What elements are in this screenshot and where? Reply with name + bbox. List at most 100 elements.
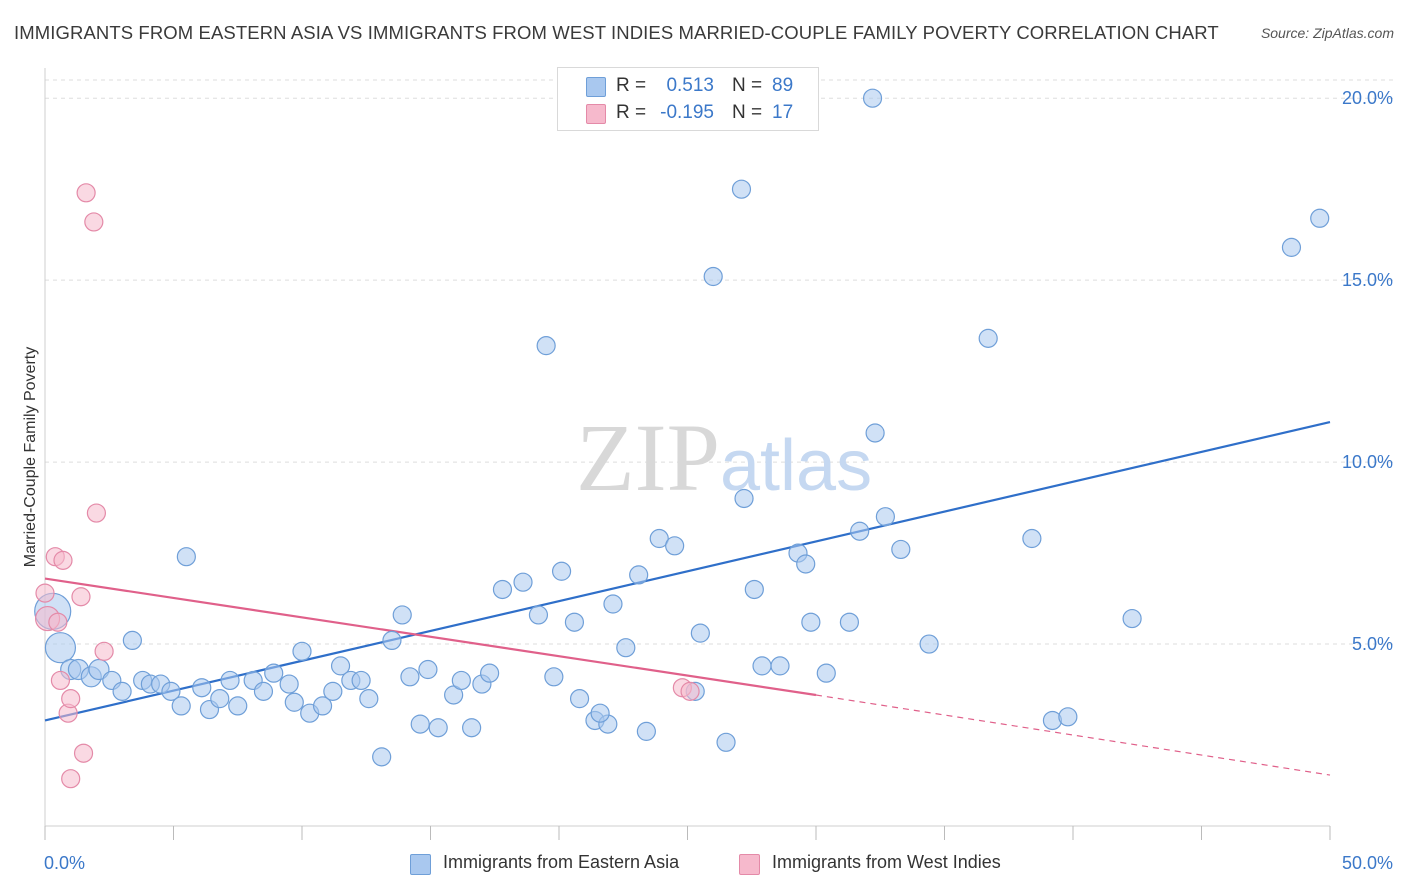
point-eastern-asia <box>418 659 438 680</box>
bottom-legend-swatch-blue <box>410 854 431 875</box>
point-west-indies <box>71 587 91 607</box>
point-eastern-asia <box>569 689 590 709</box>
point-eastern-asia <box>210 689 230 709</box>
point-eastern-asia <box>528 605 549 625</box>
point-eastern-asia <box>850 521 870 541</box>
point-eastern-asia <box>862 88 883 108</box>
point-eastern-asia <box>351 670 371 691</box>
trend-lines <box>44 420 1331 776</box>
point-eastern-asia <box>220 670 240 691</box>
point-eastern-asia <box>192 678 212 698</box>
point-eastern-asia <box>451 670 471 691</box>
point-eastern-asia <box>176 547 196 567</box>
point-eastern-asia <box>551 561 572 581</box>
point-eastern-asia <box>752 656 772 676</box>
point-eastern-asia <box>816 663 836 683</box>
point-eastern-asia <box>891 539 911 560</box>
point-eastern-asia <box>312 696 333 716</box>
point-eastern-asia <box>703 266 723 287</box>
legend-n-label: N = <box>732 102 763 123</box>
point-eastern-asia <box>536 336 556 356</box>
point-eastern-asia <box>462 718 482 738</box>
trend-line-eastern-asia <box>44 420 1331 722</box>
point-eastern-asia <box>480 663 500 683</box>
point-west-indies <box>53 550 73 570</box>
point-eastern-asia <box>428 718 448 738</box>
point-eastern-asia <box>372 747 392 767</box>
point-eastern-asia <box>919 634 939 654</box>
point-west-indies <box>680 681 700 701</box>
legend-r-value: -0.195 <box>660 102 714 123</box>
point-eastern-asia <box>392 605 412 625</box>
point-west-indies <box>61 689 81 709</box>
legend-swatch-pink <box>586 104 606 124</box>
point-west-indies <box>94 641 114 661</box>
point-eastern-asia <box>978 328 998 348</box>
point-eastern-asia <box>171 696 191 716</box>
point-west-indies <box>50 670 71 691</box>
x-tick-label: 0.0% <box>44 853 85 873</box>
watermark-zip: ZIP <box>576 404 720 511</box>
legend-n-label: N = <box>732 75 763 96</box>
x-tick-label: 50.0% <box>1342 853 1393 873</box>
point-eastern-asia <box>161 681 181 701</box>
point-eastern-asia <box>603 594 623 614</box>
point-eastern-asia <box>400 667 420 687</box>
y-tick-label: 5.0% <box>1352 634 1393 654</box>
point-eastern-asia <box>665 536 685 556</box>
correlation-legend: R = 0.513 N = 89 R = -0.195 N = 17 <box>557 67 819 131</box>
y-tick-label: 10.0% <box>1342 452 1393 472</box>
point-eastern-asia <box>744 579 764 600</box>
legend-r-label: R = <box>616 102 647 123</box>
grid-lines <box>45 79 1395 645</box>
legend-r-label: R = <box>616 75 647 96</box>
point-west-indies <box>76 183 96 203</box>
point-eastern-asia <box>875 507 895 527</box>
point-west-indies <box>61 769 81 789</box>
point-eastern-asia <box>590 703 610 723</box>
legend-swatch-blue <box>586 77 606 97</box>
point-eastern-asia <box>284 692 304 712</box>
bottom-legend-label: Immigrants from West Indies <box>772 852 1001 872</box>
point-eastern-asia <box>629 565 649 585</box>
point-eastern-asia <box>264 663 284 683</box>
trend-line-west-indies-extension <box>815 694 1331 776</box>
data-points <box>34 88 1330 789</box>
point-eastern-asia <box>734 488 754 509</box>
point-west-indies <box>86 503 107 523</box>
point-eastern-asia <box>731 179 752 199</box>
point-eastern-asia <box>382 630 402 651</box>
point-eastern-asia <box>112 681 132 701</box>
bottom-legend-swatch-pink <box>739 854 760 875</box>
chart-title: IMMIGRANTS FROM EASTERN ASIA VS IMMIGRAN… <box>14 22 1219 43</box>
point-eastern-asia <box>492 579 513 600</box>
point-eastern-asia <box>716 732 736 752</box>
point-eastern-asia <box>122 630 142 651</box>
legend-r-value: 0.513 <box>666 75 714 96</box>
point-eastern-asia <box>410 714 430 734</box>
point-eastern-asia <box>690 623 710 643</box>
point-eastern-asia <box>323 681 343 701</box>
point-eastern-asia <box>796 554 816 574</box>
point-eastern-asia <box>801 612 821 632</box>
point-eastern-asia <box>1281 237 1302 257</box>
tick-labels: 5.0% 10.0% 15.0% 20.0% 0.0% 50.0% <box>44 88 1393 873</box>
legend-row-west-indies: R = -0.195 N = 17 <box>558 100 818 126</box>
point-eastern-asia <box>292 641 312 661</box>
point-eastern-asia <box>1022 528 1042 549</box>
point-west-indies <box>35 583 55 603</box>
point-eastern-asia <box>1122 608 1142 629</box>
point-west-indies <box>48 612 68 632</box>
point-eastern-asia <box>616 638 636 658</box>
point-eastern-asia <box>1310 208 1330 228</box>
axes <box>44 68 1331 840</box>
point-eastern-asia <box>228 696 248 716</box>
y-axis-label: Married-Couple Family Poverty <box>22 347 39 568</box>
bottom-legend-label: Immigrants from Eastern Asia <box>443 852 680 872</box>
point-west-indies <box>73 743 94 763</box>
point-eastern-asia <box>279 674 299 694</box>
point-eastern-asia <box>839 612 860 632</box>
point-eastern-asia <box>88 658 110 681</box>
point-eastern-asia <box>544 667 564 687</box>
